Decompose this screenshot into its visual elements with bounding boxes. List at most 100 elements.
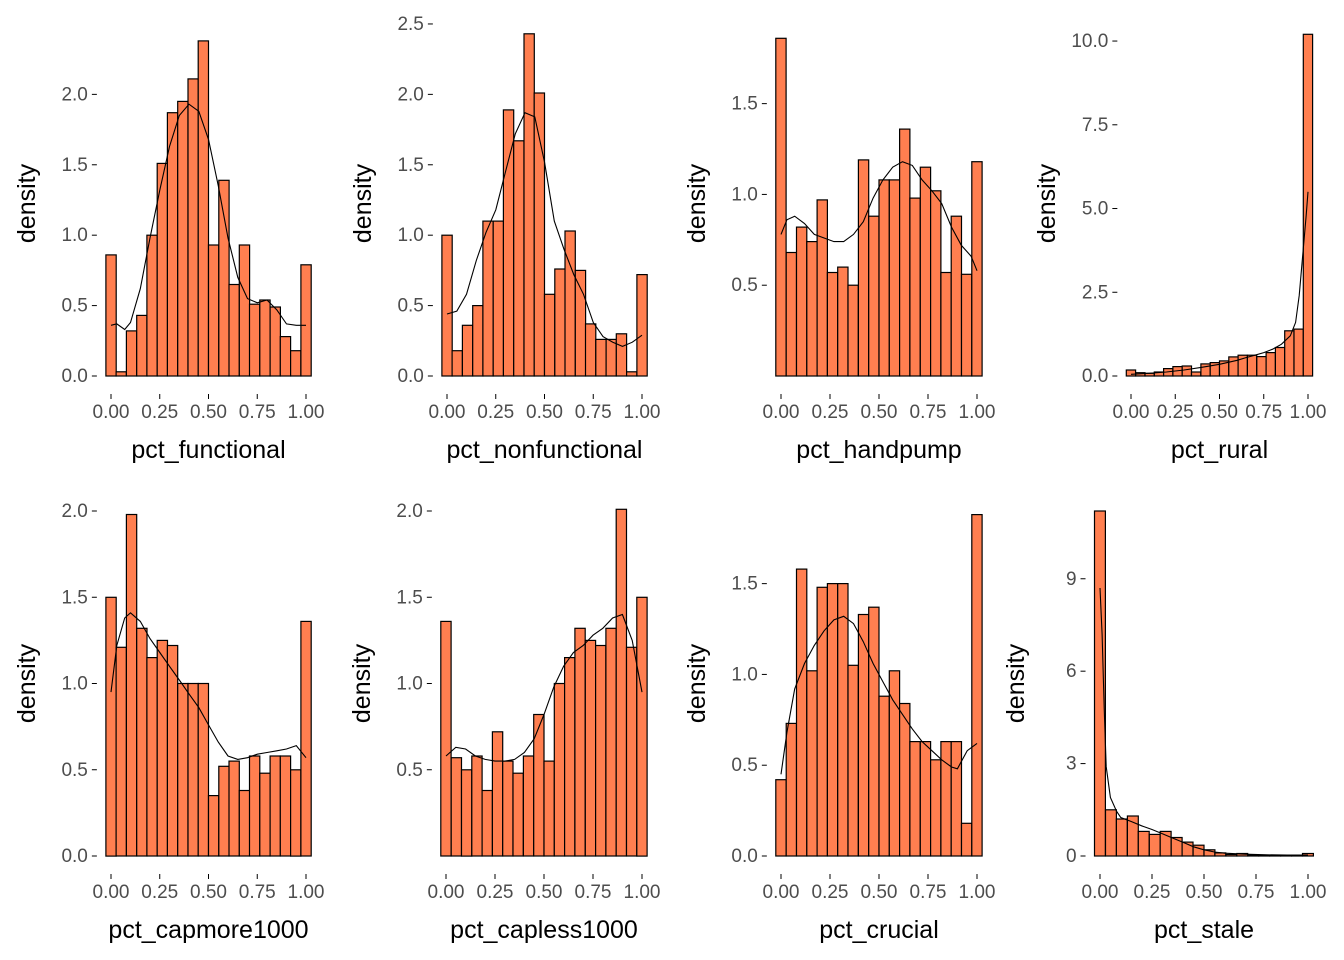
y-tick-label: 0.0 bbox=[397, 366, 423, 387]
x-tick-label: 1.00 bbox=[1290, 402, 1327, 423]
y-tick-label: 0.0 bbox=[1082, 366, 1108, 387]
x-tick-label: 0.25 bbox=[141, 402, 178, 423]
histogram-bar bbox=[775, 37, 787, 377]
histogram-bar bbox=[564, 230, 576, 377]
y-tick-label: 1.0 bbox=[61, 225, 87, 246]
histogram-bar bbox=[806, 241, 818, 377]
x-axis-title: pct_stale bbox=[1154, 916, 1254, 944]
histogram-bar bbox=[816, 199, 828, 377]
x-axis-title: pct_capmore1000 bbox=[108, 916, 308, 944]
histogram-bar bbox=[847, 664, 859, 857]
histogram-bar bbox=[1265, 352, 1276, 377]
histogram-bar bbox=[177, 100, 189, 377]
y-axis-title: density bbox=[349, 163, 377, 243]
histogram-bar bbox=[898, 702, 911, 857]
histogram-bar bbox=[940, 271, 952, 377]
histogram-bar bbox=[105, 254, 117, 377]
histogram-bar bbox=[461, 324, 474, 377]
histogram-bar bbox=[971, 161, 983, 377]
histogram-bar bbox=[207, 794, 220, 857]
histogram-bar bbox=[960, 822, 973, 857]
y-tick-label: 3 bbox=[1066, 754, 1077, 775]
histogram-bar bbox=[248, 303, 261, 377]
histogram-bar bbox=[636, 596, 648, 857]
histogram-bar bbox=[238, 789, 251, 857]
x-tick-label: 0.25 bbox=[477, 882, 514, 903]
histogram-bar bbox=[960, 273, 973, 377]
histogram-bar bbox=[940, 740, 952, 857]
histogram-bar bbox=[625, 646, 638, 857]
histogram-bar bbox=[795, 568, 808, 857]
histogram-bar bbox=[269, 306, 282, 377]
x-tick-label: 0.00 bbox=[763, 882, 800, 903]
x-tick-label: 0.00 bbox=[429, 402, 466, 423]
histogram-bar bbox=[563, 656, 576, 857]
y-tick-label: 2.5 bbox=[1082, 282, 1108, 303]
x-tick-label: 0.00 bbox=[763, 402, 800, 423]
y-axis-title: density bbox=[1033, 163, 1061, 243]
x-tick-label: 0.00 bbox=[93, 402, 130, 423]
histogram-bar bbox=[1115, 818, 1128, 857]
histogram-bar bbox=[1093, 510, 1106, 857]
y-axis-title: density bbox=[1002, 643, 1030, 723]
density-curve bbox=[1099, 587, 1308, 856]
histogram-bar bbox=[228, 760, 240, 857]
histogram-bar bbox=[228, 283, 240, 377]
histogram-bar bbox=[482, 220, 494, 377]
y-tick-label: 1.5 bbox=[731, 574, 757, 595]
histogram-bar bbox=[878, 179, 890, 377]
y-tick-label: 2.0 bbox=[397, 84, 423, 105]
histogram-bar bbox=[472, 305, 484, 377]
histogram-bar bbox=[1274, 346, 1286, 377]
histogram-bar bbox=[574, 627, 586, 857]
histogram-bar bbox=[279, 755, 292, 857]
histogram-bar bbox=[909, 740, 921, 857]
histogram-bar bbox=[187, 78, 199, 377]
x-tick-label: 0.75 bbox=[1238, 882, 1275, 903]
histogram-bar bbox=[1284, 330, 1295, 377]
x-tick-label: 0.00 bbox=[428, 882, 465, 903]
histogram-bar bbox=[909, 197, 921, 377]
x-tick-label: 0.50 bbox=[526, 402, 563, 423]
x-tick-label: 0.50 bbox=[190, 402, 227, 423]
y-tick-label: 1.5 bbox=[396, 587, 422, 608]
y-tick-label: 0.5 bbox=[61, 296, 87, 317]
x-tick-label: 0.75 bbox=[1245, 402, 1282, 423]
y-tick-label: 1.0 bbox=[397, 225, 423, 246]
y-tick-label: 1.0 bbox=[731, 184, 757, 205]
y-tick-label: 0.5 bbox=[731, 755, 757, 776]
x-tick-label: 1.00 bbox=[959, 882, 996, 903]
histogram-bar bbox=[460, 769, 473, 857]
histogram-bar bbox=[837, 266, 849, 377]
histogram-bar bbox=[605, 627, 617, 857]
histogram-bar bbox=[125, 330, 138, 377]
histogram-bar bbox=[207, 244, 220, 377]
histogram-bar bbox=[888, 179, 901, 377]
histogram-bar bbox=[512, 772, 524, 857]
histogram-bar bbox=[574, 269, 587, 377]
histogram-bar bbox=[594, 644, 607, 857]
y-tick-label: 1.0 bbox=[731, 664, 757, 685]
histogram-bar bbox=[1302, 33, 1314, 377]
y-tick-label: 1.0 bbox=[396, 674, 422, 695]
density-curve bbox=[780, 161, 978, 271]
histogram-bar bbox=[491, 731, 504, 857]
x-tick-label: 0.50 bbox=[526, 882, 563, 903]
histogram-bar bbox=[125, 513, 138, 857]
histogram-bar bbox=[919, 740, 932, 857]
y-tick-label: 7.5 bbox=[1082, 115, 1108, 136]
histogram-bar bbox=[166, 644, 179, 857]
histogram-bar bbox=[450, 757, 463, 857]
histogram-bar bbox=[115, 371, 127, 377]
histogram-bar bbox=[166, 112, 179, 377]
histogram-bar bbox=[279, 336, 292, 377]
density-curve bbox=[110, 103, 306, 331]
density-curve bbox=[1130, 191, 1309, 375]
histogram-bar bbox=[1293, 328, 1304, 377]
histogram-panel-pct_stale: 0 3 6 9 0.00 0.25 0.50 0.75 1.00 pct_stale density bbox=[1002, 510, 1326, 944]
histogram-bar bbox=[197, 40, 210, 377]
histogram-bar bbox=[187, 682, 199, 857]
histogram-bar bbox=[533, 92, 546, 377]
histogram-bar bbox=[451, 350, 464, 377]
histogram-bar bbox=[950, 740, 963, 857]
